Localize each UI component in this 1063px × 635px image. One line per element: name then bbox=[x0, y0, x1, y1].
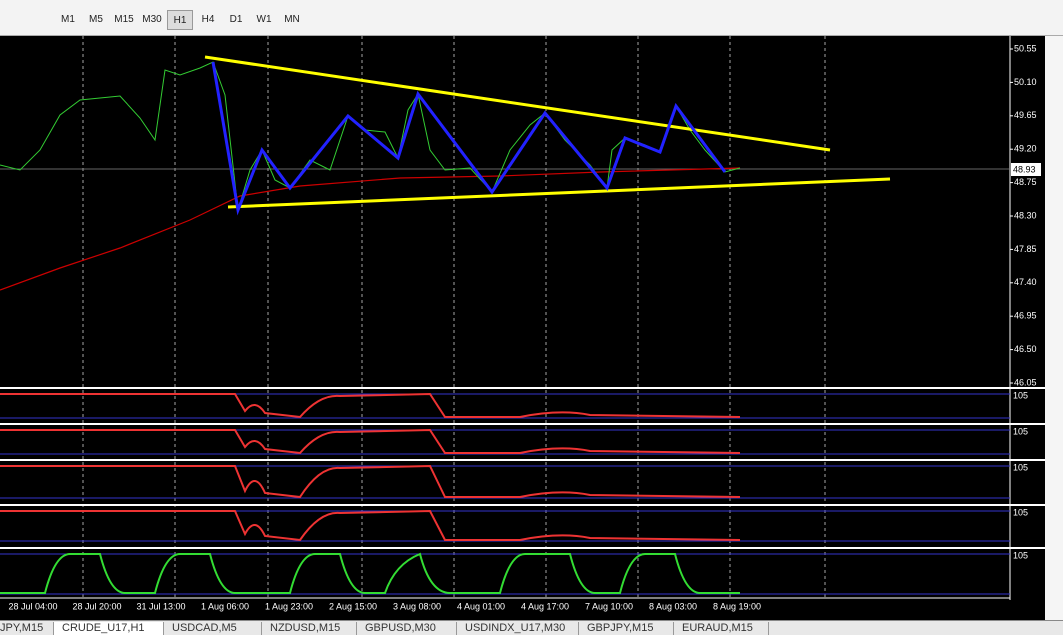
indicator-line bbox=[0, 392, 741, 419]
chart-tab[interactable]: USDINDX_U17,M30 bbox=[457, 622, 579, 635]
indicator-line bbox=[0, 428, 741, 455]
indicator-label: 105 bbox=[1013, 462, 1028, 472]
time-label: 28 Jul 04:00 bbox=[8, 601, 57, 611]
time-label: 28 Jul 20:00 bbox=[72, 601, 121, 611]
indicator-label: 105 bbox=[1013, 426, 1028, 436]
time-label: 31 Jul 13:00 bbox=[136, 601, 185, 611]
time-label: 4 Aug 01:00 bbox=[457, 601, 505, 611]
tab-bar: JPY,M15 CRUDE_U17,H1 USDCAD,M5 NZDUSD,M15 GB… bbox=[0, 620, 1063, 635]
timeframe-button[interactable]: M15 bbox=[114, 14, 134, 25]
price-label: 46.95 bbox=[1014, 311, 1037, 321]
chart-tab[interactable]: JPY,M15 bbox=[0, 622, 54, 635]
chart-tab[interactable]: GBPUSD,M30 bbox=[357, 622, 457, 635]
price-label: 49.65 bbox=[1014, 110, 1037, 120]
indicator-label: 105 bbox=[1013, 390, 1028, 400]
chart-bg bbox=[0, 36, 1045, 620]
time-label: 2 Aug 15:00 bbox=[329, 601, 377, 611]
timeframe-button[interactable]: D1 bbox=[229, 14, 243, 25]
timeframe-button[interactable]: M5 bbox=[89, 14, 103, 25]
axis-labels: 50.55 50.10 49.65 49.20 48.75 48.30 47.85 47.40… bbox=[8, 43, 1036, 611]
current-price: 48.93 bbox=[1013, 164, 1036, 174]
time-label: 8 Aug 03:00 bbox=[649, 601, 697, 611]
chart-tab[interactable]: CRUDE_U17,H1 bbox=[54, 622, 164, 635]
moving-average bbox=[0, 167, 741, 291]
time-label: 4 Aug 17:00 bbox=[521, 601, 569, 611]
timeframe-button[interactable]: W1 bbox=[256, 14, 272, 25]
timeframe-button[interactable]: MN bbox=[284, 14, 300, 25]
indicator-panels: 105 105 105 105 105 bbox=[0, 387, 1045, 595]
timeframe-button[interactable]: M1 bbox=[61, 14, 75, 25]
indicator-label: 105 bbox=[1013, 550, 1028, 560]
timeframe-button[interactable]: H4 bbox=[201, 14, 215, 25]
price-series bbox=[0, 61, 741, 211]
price-label: 48.30 bbox=[1014, 210, 1037, 220]
trendline bbox=[204, 55, 831, 152]
indicator-line bbox=[0, 552, 740, 594]
price-label: 46.05 bbox=[1014, 377, 1037, 387]
price-label: 50.55 bbox=[1014, 43, 1037, 53]
price-label: 48.75 bbox=[1014, 177, 1037, 187]
chart-tab[interactable]: EURAUD,M15 bbox=[674, 622, 769, 635]
price-label: 49.20 bbox=[1014, 144, 1037, 154]
current-price-box bbox=[1011, 163, 1041, 176]
time-label: 1 Aug 06:00 bbox=[201, 601, 249, 611]
indicator-label: 105 bbox=[1013, 507, 1028, 517]
time-label: 8 Aug 19:00 bbox=[713, 601, 761, 611]
price-label: 46.50 bbox=[1014, 344, 1037, 354]
indicator-line bbox=[0, 464, 741, 499]
indicator-line bbox=[0, 509, 741, 542]
chart-tab[interactable]: USDCAD,M5 bbox=[164, 622, 262, 635]
chart-tab[interactable]: GBPJPY,M15 bbox=[579, 622, 674, 635]
time-label: 1 Aug 23:00 bbox=[265, 601, 313, 611]
price-label: 50.10 bbox=[1014, 77, 1037, 87]
chart-tab[interactable]: NZDUSD,M15 bbox=[262, 622, 357, 635]
timeframe-button[interactable]: H1 bbox=[167, 10, 193, 30]
time-label: 3 Aug 08:00 bbox=[393, 601, 441, 611]
chart: 105 105 105 105 105 50.55 50.10 49.65 49.20 48.7… bbox=[0, 36, 1063, 620]
time-label: 7 Aug 10:00 bbox=[585, 601, 633, 611]
timeframe-button[interactable]: M30 bbox=[142, 14, 162, 25]
zigzag bbox=[211, 61, 727, 216]
toolbar: M1 M5 M15 M30 H1 H4 D1 W1 MN bbox=[0, 0, 1063, 36]
trendline bbox=[227, 177, 891, 209]
side-panel bbox=[1045, 36, 1063, 620]
price-label: 47.40 bbox=[1014, 277, 1037, 287]
price-label: 47.85 bbox=[1014, 244, 1037, 254]
